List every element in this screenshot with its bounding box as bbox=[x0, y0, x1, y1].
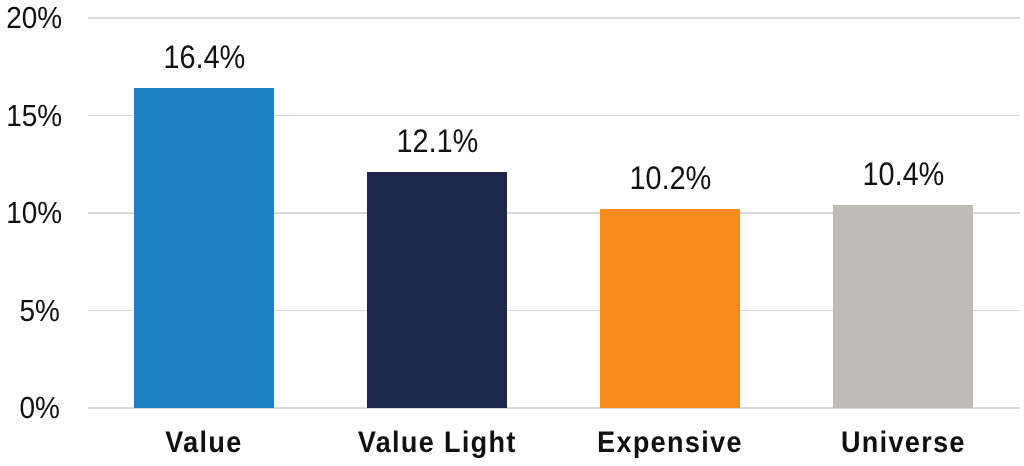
bar-value bbox=[134, 88, 274, 408]
label-text: Expensive bbox=[597, 426, 743, 459]
label-text: 10.2% bbox=[629, 160, 711, 197]
label-text: Value bbox=[165, 426, 243, 459]
label-text: 10% bbox=[6, 195, 63, 230]
y-axis-tick-label: 15% bbox=[0, 97, 63, 135]
bar-expensive bbox=[600, 209, 740, 408]
y-axis-tick-label: 10% bbox=[0, 194, 63, 232]
label-text: 10.4% bbox=[862, 156, 944, 193]
label-text: 16.4% bbox=[163, 39, 245, 76]
bar-value-label: 12.1% bbox=[327, 122, 547, 160]
x-axis-category-label: Value Light bbox=[321, 426, 554, 460]
gridline bbox=[88, 114, 1020, 117]
label-text: Value Light bbox=[357, 426, 517, 459]
gridline bbox=[88, 309, 1020, 312]
label-text: 0% bbox=[19, 390, 60, 425]
gridline bbox=[88, 407, 1020, 409]
label-text: 15% bbox=[6, 97, 63, 133]
label-text: 5% bbox=[19, 292, 60, 328]
gridline bbox=[88, 17, 1020, 19]
x-axis-category-label: Value bbox=[88, 426, 321, 460]
bar-value-light bbox=[367, 172, 507, 408]
bar-value-label: 10.2% bbox=[560, 159, 780, 197]
bar-value-label: 16.4% bbox=[94, 38, 314, 76]
label-text: 20% bbox=[6, 0, 63, 35]
label-text: 12.1% bbox=[396, 123, 478, 160]
x-axis-category-label: Expensive bbox=[554, 426, 787, 460]
gridline bbox=[88, 212, 1020, 214]
bar-value-label: 10.4% bbox=[793, 155, 1013, 193]
y-axis-tick-label: 5% bbox=[0, 292, 60, 330]
bar-universe bbox=[833, 205, 973, 408]
y-axis-tick-label: 0% bbox=[0, 389, 60, 427]
y-axis-tick-label: 20% bbox=[0, 0, 63, 37]
label-text: Universe bbox=[840, 426, 966, 459]
x-axis-category-label: Universe bbox=[787, 426, 1020, 460]
